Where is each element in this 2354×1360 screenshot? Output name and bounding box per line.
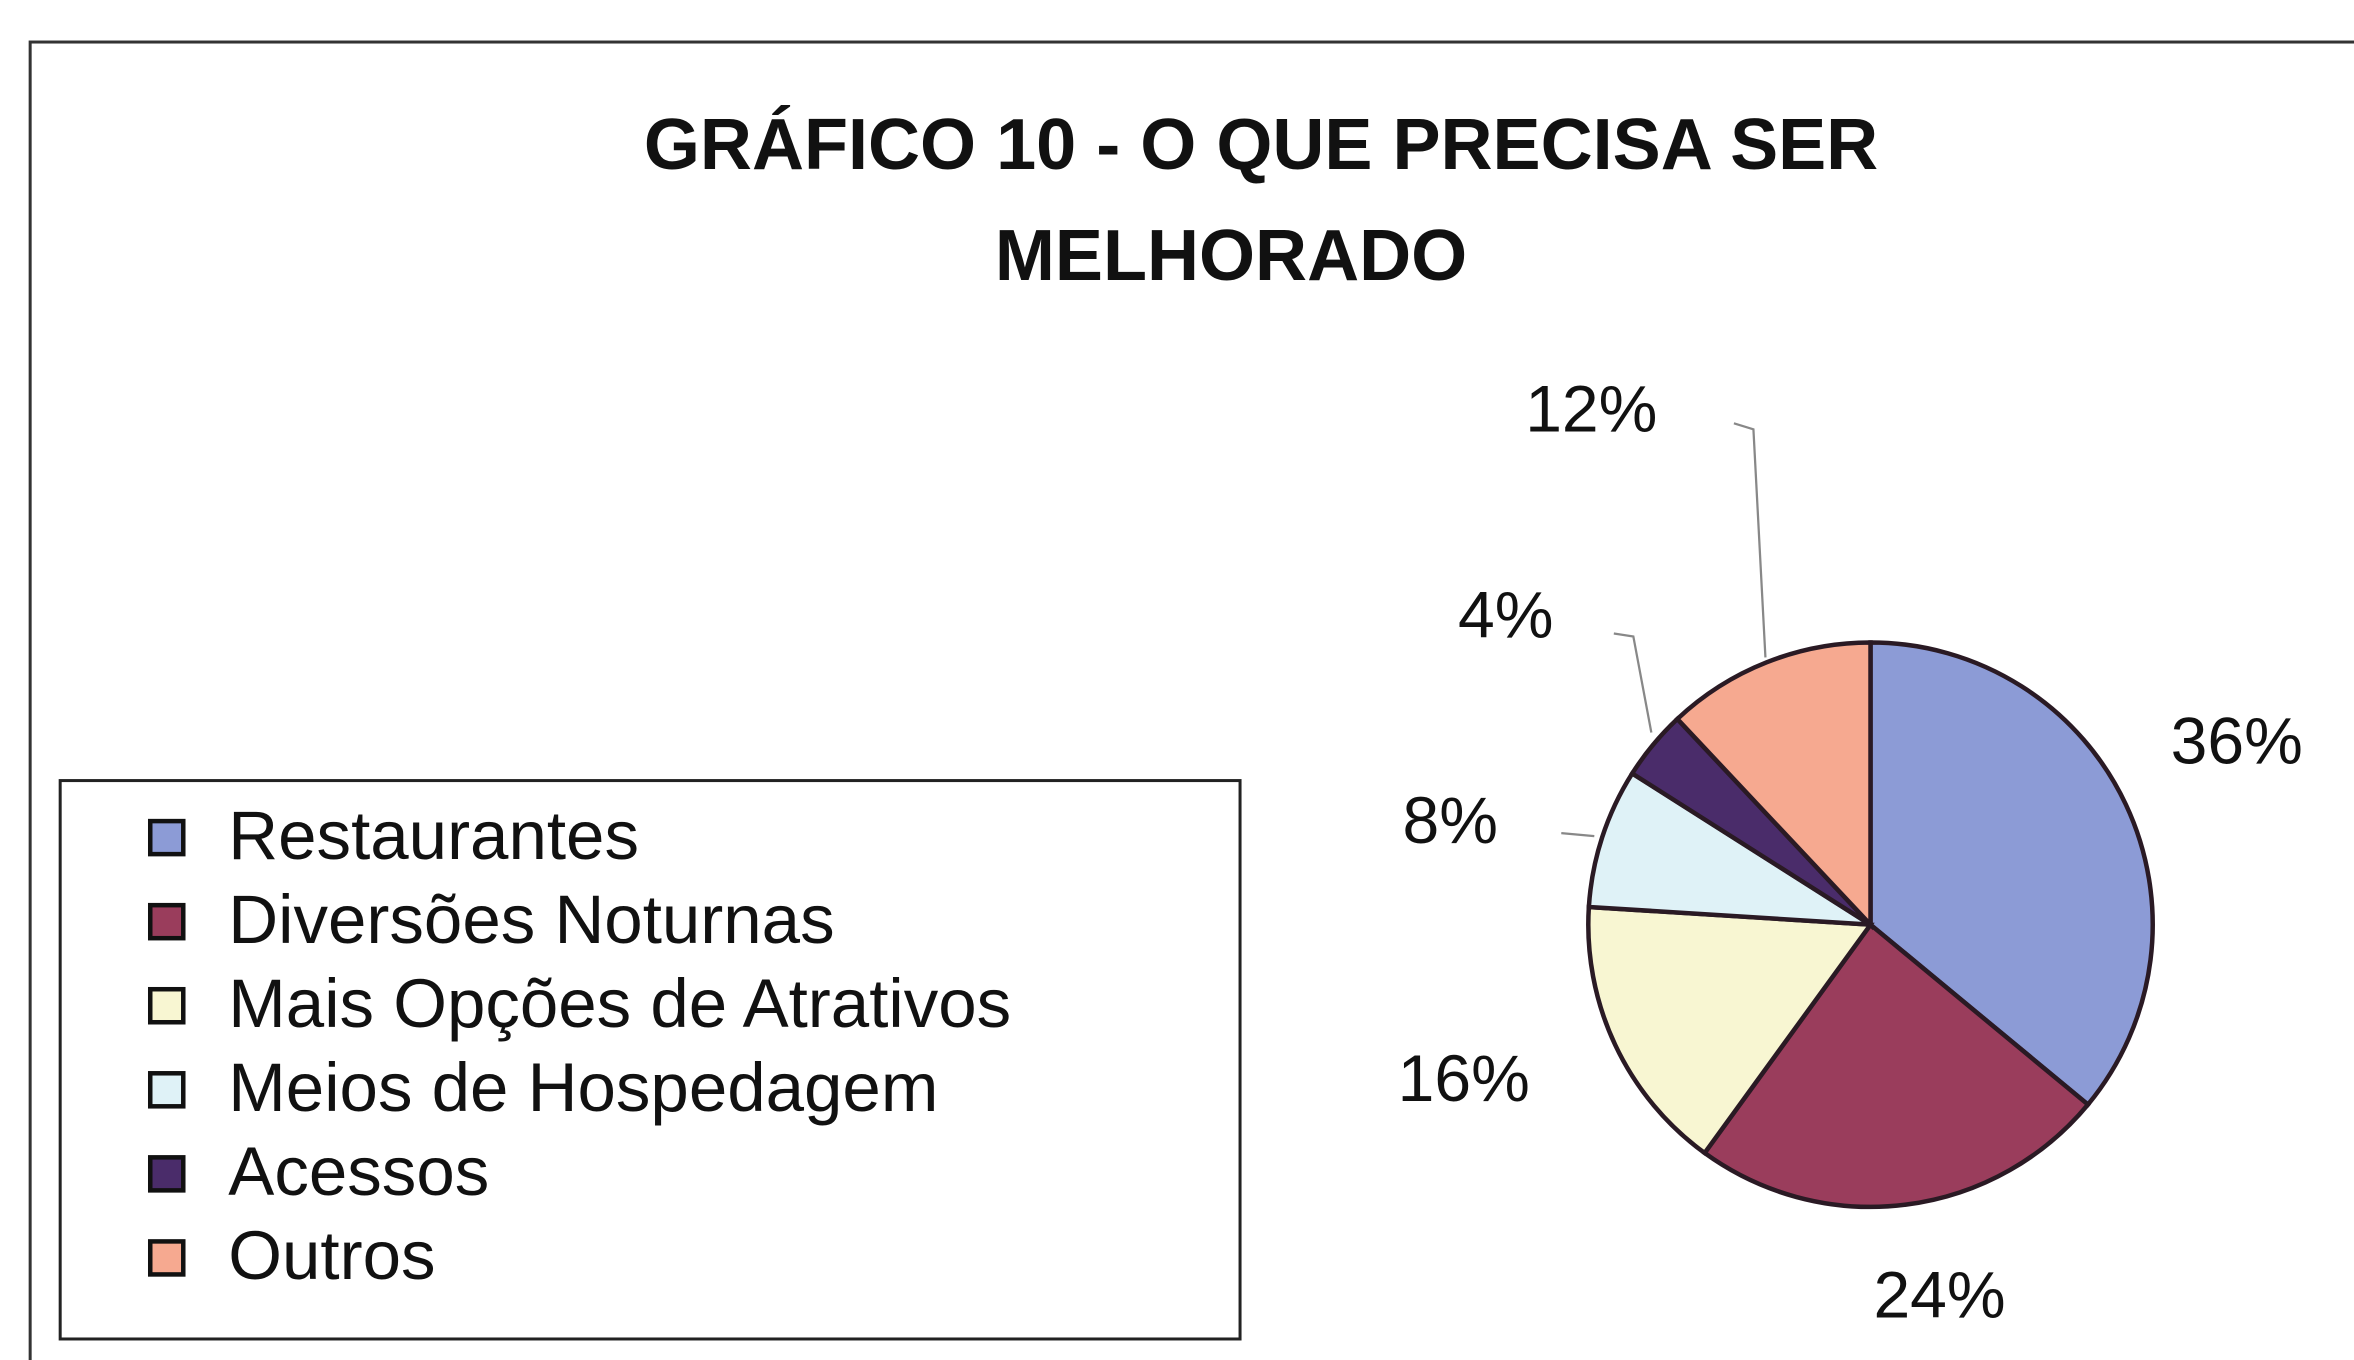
legend-label: Outros <box>228 1216 435 1294</box>
legend-box <box>58 779 1242 1341</box>
data-label: 24% <box>1873 1257 2005 1331</box>
data-label: 8% <box>1402 783 1497 857</box>
leader-line <box>1561 831 1595 838</box>
leader-line <box>1613 632 1653 733</box>
pie <box>1586 640 2155 1210</box>
legend-swatch <box>147 1071 186 1109</box>
data-labels: 36% 24% 16% 8% 4% 12% <box>1398 372 2303 1332</box>
legend-swatch <box>147 1239 186 1277</box>
data-label: 12% <box>1525 372 1657 446</box>
legend-label: Restaurantes <box>228 796 639 874</box>
chart-title: MELHORADO <box>995 216 1467 296</box>
data-label: 16% <box>1398 1041 1530 1115</box>
chart-title: GRÁFICO 10 - O QUE PRECISA SER <box>644 105 1878 185</box>
leader-line <box>1733 422 1767 658</box>
pie-slice <box>1586 770 1872 927</box>
pie-slice <box>1701 921 2092 1210</box>
legend-label: Mais Opções de Atrativos <box>228 964 1011 1042</box>
pie-slice <box>1868 640 2155 1108</box>
legend-swatch <box>147 1155 186 1193</box>
pie-slice <box>1674 640 1873 931</box>
legend-label: Diversões Noturnas <box>228 880 834 958</box>
legend-label: Acessos <box>228 1132 489 1210</box>
legend-label: Meios de Hospedagem <box>228 1048 938 1126</box>
legend-swatch <box>147 986 186 1025</box>
data-label: 4% <box>1458 577 1553 651</box>
data-label: 36% <box>2171 703 2303 777</box>
legend-swatch <box>147 902 186 941</box>
legend-swatch <box>147 818 186 857</box>
pie-slice <box>1586 904 1875 1157</box>
